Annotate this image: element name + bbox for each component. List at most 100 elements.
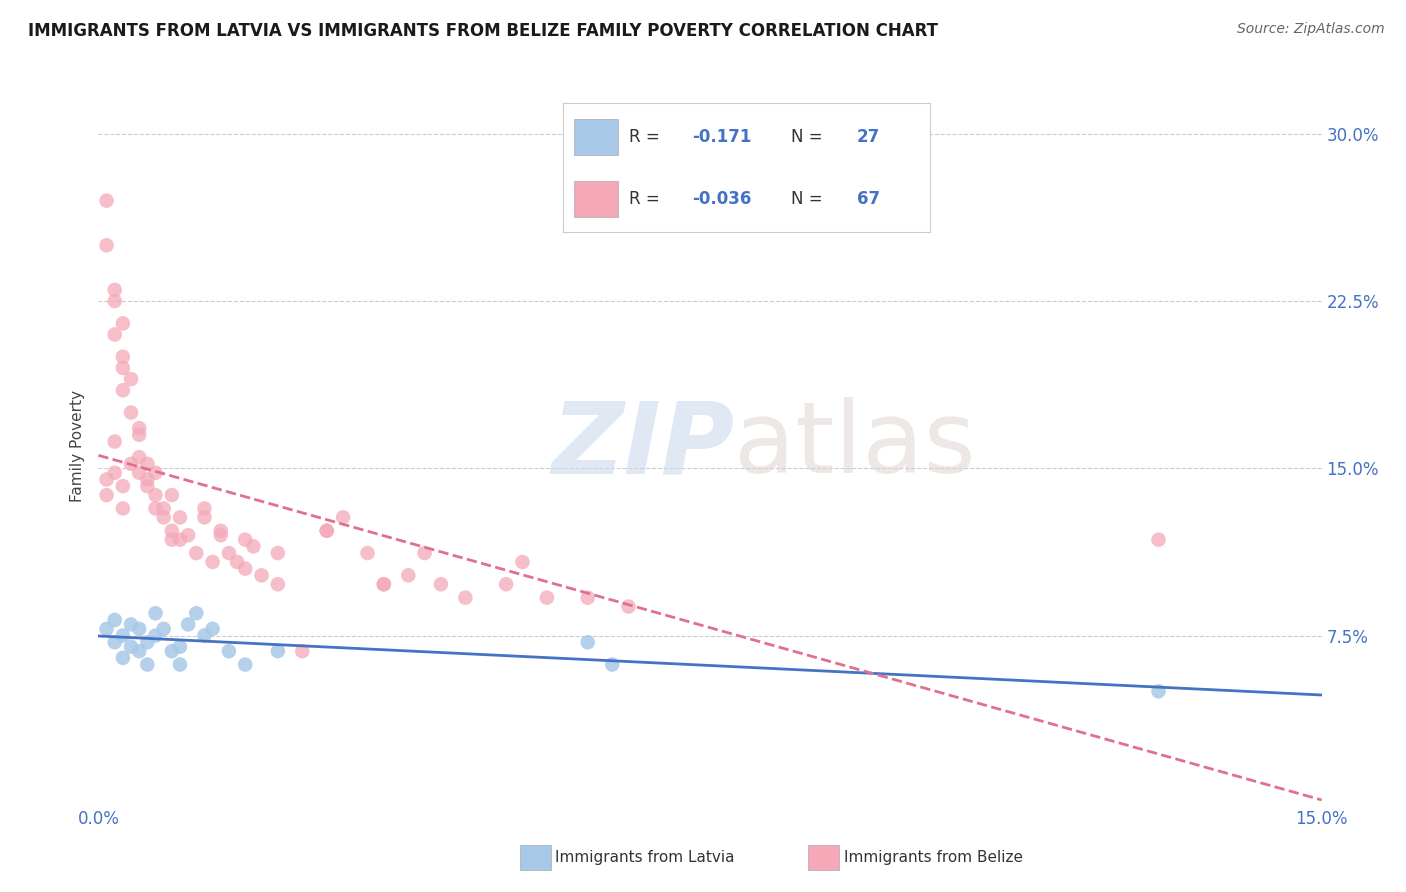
Point bbox=[177, 617, 200, 632]
Point bbox=[96, 194, 118, 208]
Point bbox=[267, 644, 290, 658]
Point bbox=[128, 466, 150, 480]
Text: ZIP: ZIP bbox=[551, 398, 734, 494]
Point bbox=[201, 555, 224, 569]
Point bbox=[373, 577, 395, 591]
Point bbox=[96, 238, 118, 252]
Text: atlas: atlas bbox=[734, 398, 976, 494]
Point bbox=[104, 434, 127, 449]
Point bbox=[111, 628, 134, 642]
Point bbox=[120, 372, 142, 386]
Point bbox=[111, 479, 134, 493]
Point bbox=[96, 473, 118, 487]
Point bbox=[152, 501, 174, 516]
Point bbox=[145, 488, 167, 502]
Point bbox=[218, 644, 240, 658]
Point bbox=[430, 577, 453, 591]
Point bbox=[160, 644, 183, 658]
Point bbox=[396, 568, 419, 582]
Point bbox=[193, 510, 215, 524]
Point bbox=[267, 546, 290, 560]
Point bbox=[104, 293, 127, 308]
Point bbox=[512, 555, 534, 569]
Point bbox=[152, 510, 174, 524]
Point bbox=[169, 640, 191, 654]
Point bbox=[233, 533, 256, 547]
Point bbox=[373, 577, 395, 591]
Point bbox=[128, 421, 150, 435]
Point bbox=[120, 617, 142, 632]
Point bbox=[169, 510, 191, 524]
Point bbox=[104, 635, 127, 649]
Point bbox=[128, 622, 150, 636]
Point bbox=[600, 657, 623, 672]
Point bbox=[315, 524, 337, 538]
Point bbox=[120, 640, 142, 654]
Point bbox=[111, 350, 134, 364]
Point bbox=[291, 644, 314, 658]
Point bbox=[267, 577, 290, 591]
Text: Immigrants from Belize: Immigrants from Belize bbox=[844, 850, 1022, 864]
Point bbox=[201, 622, 224, 636]
Point bbox=[136, 657, 159, 672]
Point bbox=[209, 528, 232, 542]
Point bbox=[177, 528, 200, 542]
Point bbox=[145, 607, 167, 621]
Point bbox=[160, 524, 183, 538]
Point bbox=[120, 457, 142, 471]
Point bbox=[128, 450, 150, 465]
Point bbox=[120, 405, 142, 420]
Point bbox=[104, 613, 127, 627]
Point bbox=[233, 657, 256, 672]
Point bbox=[536, 591, 558, 605]
Point bbox=[111, 360, 134, 375]
Point bbox=[104, 327, 127, 342]
Point bbox=[1147, 684, 1170, 698]
Point bbox=[128, 644, 150, 658]
Point bbox=[169, 657, 191, 672]
Point bbox=[145, 628, 167, 642]
Point bbox=[169, 533, 191, 547]
Point bbox=[193, 628, 215, 642]
Point bbox=[218, 546, 240, 560]
Text: Source: ZipAtlas.com: Source: ZipAtlas.com bbox=[1237, 22, 1385, 37]
Point bbox=[233, 562, 256, 576]
Point bbox=[136, 473, 159, 487]
Text: IMMIGRANTS FROM LATVIA VS IMMIGRANTS FROM BELIZE FAMILY POVERTY CORRELATION CHAR: IMMIGRANTS FROM LATVIA VS IMMIGRANTS FRO… bbox=[28, 22, 938, 40]
Point bbox=[145, 501, 167, 516]
Point bbox=[96, 488, 118, 502]
Point bbox=[111, 384, 134, 398]
Point bbox=[576, 591, 599, 605]
Text: Immigrants from Latvia: Immigrants from Latvia bbox=[555, 850, 735, 864]
Point bbox=[104, 466, 127, 480]
Point bbox=[332, 510, 354, 524]
Point bbox=[152, 622, 174, 636]
Point bbox=[136, 457, 159, 471]
Point bbox=[576, 635, 599, 649]
Point bbox=[128, 427, 150, 442]
Point bbox=[104, 283, 127, 297]
Point bbox=[160, 488, 183, 502]
Point bbox=[96, 622, 118, 636]
Point bbox=[136, 479, 159, 493]
Y-axis label: Family Poverty: Family Poverty bbox=[70, 390, 86, 502]
Point bbox=[250, 568, 273, 582]
Point bbox=[356, 546, 378, 560]
Point bbox=[315, 524, 337, 538]
Point bbox=[111, 501, 134, 516]
Point bbox=[136, 635, 159, 649]
Point bbox=[186, 546, 208, 560]
Point bbox=[617, 599, 640, 614]
Point bbox=[193, 501, 215, 516]
Point bbox=[242, 539, 264, 553]
Point bbox=[160, 533, 183, 547]
Point bbox=[413, 546, 436, 560]
Point bbox=[209, 524, 232, 538]
Point bbox=[454, 591, 477, 605]
Point bbox=[111, 317, 134, 331]
Point bbox=[1147, 533, 1170, 547]
Point bbox=[111, 651, 134, 665]
Point bbox=[145, 466, 167, 480]
Point bbox=[186, 607, 208, 621]
Point bbox=[495, 577, 517, 591]
